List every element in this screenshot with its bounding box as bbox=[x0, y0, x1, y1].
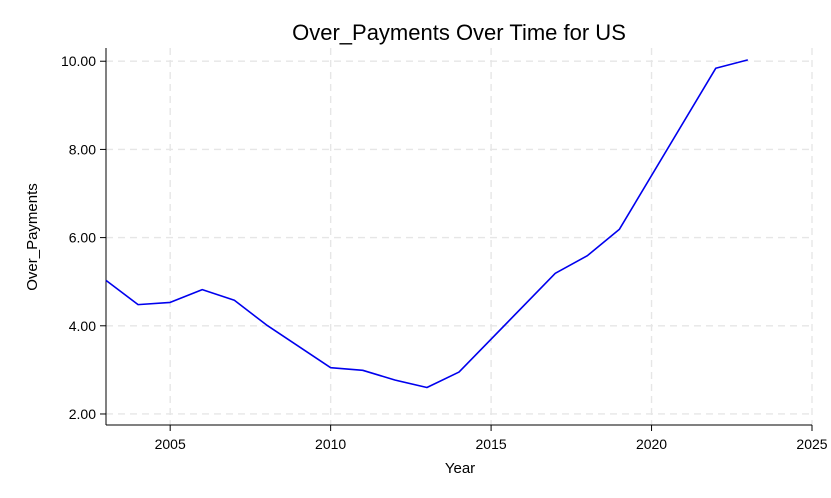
y-tick-label: 4.00 bbox=[69, 318, 96, 334]
x-tick-label: 2020 bbox=[636, 436, 667, 452]
y-axis-title: Over_Payments bbox=[24, 183, 41, 291]
axes bbox=[105, 48, 812, 426]
ticks: 2.00 4.00 6.00 8.00 10.00 2005 2010 2015 2020 202… bbox=[61, 53, 828, 452]
y-tick-label: 2.00 bbox=[69, 406, 96, 422]
series bbox=[105, 59, 749, 389]
x-tick-label: 2005 bbox=[155, 436, 186, 452]
x-tick-label: 2025 bbox=[796, 436, 827, 452]
x-tick-label: 2015 bbox=[476, 436, 507, 452]
y-tick-label: 6.00 bbox=[69, 230, 96, 246]
x-axis-title: Year bbox=[445, 460, 475, 477]
series-line bbox=[105, 59, 749, 389]
chart-title: Over_Payments Over Time for US bbox=[292, 20, 626, 45]
grid bbox=[106, 48, 813, 425]
x-tick-label: 2010 bbox=[315, 436, 346, 452]
y-tick-label: 8.00 bbox=[69, 141, 96, 157]
y-tick-label: 10.00 bbox=[61, 53, 96, 69]
